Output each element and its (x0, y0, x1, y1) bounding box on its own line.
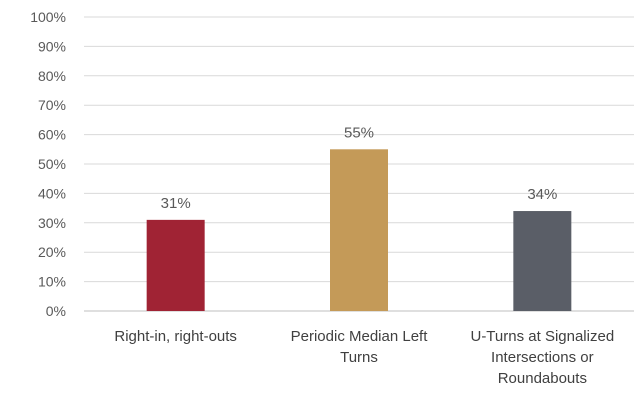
data-labels: 31% 55% 34% (161, 124, 558, 212)
category-label: U-Turns at Signalized Intersections or Rou… (470, 328, 614, 387)
y-tick-label: 100% (30, 9, 66, 25)
y-tick-label: 50% (38, 156, 66, 172)
category-label: Right-in, right-outs (114, 328, 237, 345)
y-axis: 0% 10% 20% 30% 40% 50% 60% 70% 80% 90% 100% (30, 9, 66, 319)
category-label-line: Periodic Median Left (291, 328, 429, 345)
bars (146, 149, 572, 311)
y-tick-label: 90% (38, 38, 66, 54)
data-label: 55% (344, 124, 374, 141)
y-tick-label: 60% (38, 127, 66, 143)
category-label-line: U-Turns at Signalized (470, 328, 614, 345)
bar (330, 149, 388, 311)
y-tick-label: 70% (38, 97, 66, 113)
y-tick-label: 80% (38, 68, 66, 84)
bar (146, 219, 205, 311)
y-tick-label: 30% (38, 215, 66, 231)
category-label-line: Right-in, right-outs (114, 328, 237, 345)
data-label: 31% (161, 195, 191, 212)
y-tick-label: 40% (38, 185, 66, 201)
y-tick-label: 20% (38, 244, 66, 260)
category-label-line: Roundabouts (498, 370, 587, 387)
y-tick-label: 0% (46, 303, 66, 319)
category-label-line: Intersections or (491, 349, 594, 366)
data-label: 34% (527, 186, 557, 203)
category-label-line: Turns (340, 349, 378, 366)
x-axis: Right-in, right-outs Periodic Median Left… (114, 328, 614, 387)
bar (513, 211, 572, 311)
y-tick-label: 10% (38, 274, 66, 290)
category-label: Periodic Median Left Turns (291, 328, 429, 366)
